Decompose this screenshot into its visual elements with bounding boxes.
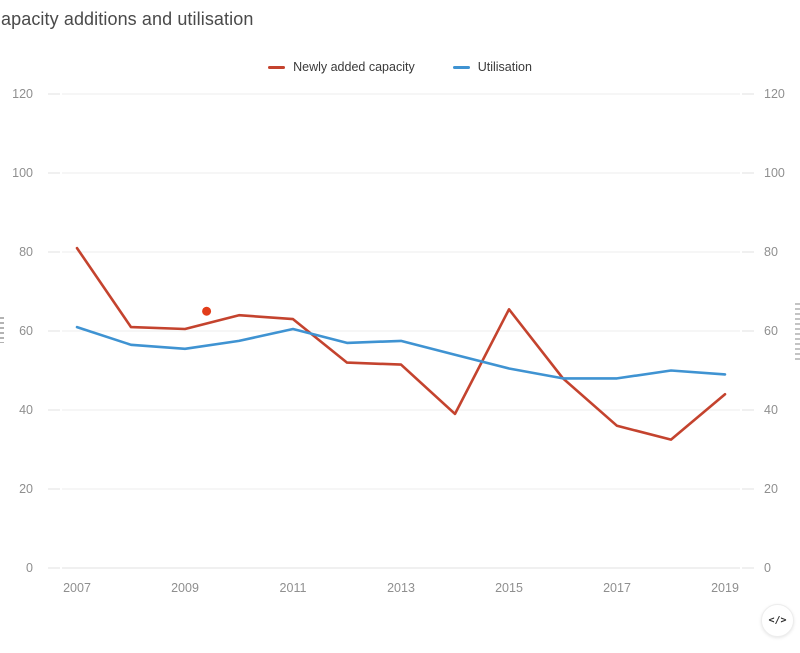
right-axis-tick-label: 20 <box>764 482 778 496</box>
right-axis-tick-label: 40 <box>764 403 778 417</box>
right-axis-tick-label: 60 <box>764 324 778 338</box>
right-axis-tick-label: 120 <box>764 87 785 101</box>
embed-code-button[interactable]: </> <box>761 604 794 637</box>
x-axis-tick-label: 2019 <box>711 581 739 595</box>
legend-label: Utilisation <box>477 60 532 74</box>
right-axis-tick-label: 80 <box>764 245 778 259</box>
legend-swatch-blue-line-icon <box>452 65 470 69</box>
left-axis-tick-label: 0 <box>26 561 33 575</box>
left-axis-tick-label: 80 <box>19 245 33 259</box>
series-line-utilisation[interactable] <box>75 325 727 380</box>
left-axis-tick-label: 40 <box>19 403 33 417</box>
left-axis-tick-label: 60 <box>19 324 33 338</box>
legend-item-utilisation[interactable]: Utilisation <box>452 60 532 74</box>
series-line-newly-added-capacity[interactable] <box>75 246 727 441</box>
x-axis-tick-label: 2015 <box>495 581 523 595</box>
legend-swatch-red-line-icon <box>268 65 286 69</box>
left-axis-tick-label: 100 <box>12 166 33 180</box>
x-axis-tick-label: 2011 <box>280 581 307 595</box>
x-axis-tick-label: 2017 <box>603 581 631 595</box>
right-axis-title-clipped <box>795 303 800 361</box>
x-axis-tick-label: 2007 <box>63 581 91 595</box>
x-axis-tick-label: 2013 <box>387 581 415 595</box>
left-axis-tick-label: 20 <box>19 482 33 496</box>
right-axis-tick-label: 0 <box>764 561 771 575</box>
chart-title: apacity additions and utilisation <box>1 9 254 29</box>
left-axis-tick-label: 120 <box>12 87 33 101</box>
legend-item-newly-added-capacity[interactable]: Newly added capacity <box>268 60 415 74</box>
legend-label: Newly added capacity <box>293 60 415 74</box>
right-axis-tick-label: 100 <box>764 166 785 180</box>
highlight-dot[interactable] <box>202 306 212 316</box>
x-axis-tick-label: 2009 <box>171 581 199 595</box>
left-axis-title-clipped <box>0 317 4 343</box>
legend: Newly added capacity Utilisation <box>0 60 800 74</box>
code-icon: </> <box>768 615 787 626</box>
